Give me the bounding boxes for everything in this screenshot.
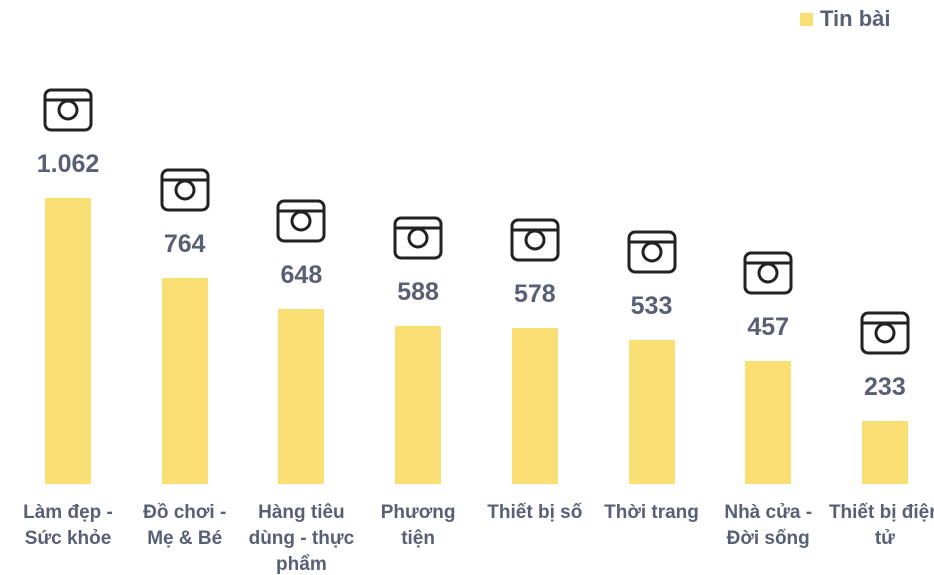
category-icon xyxy=(627,230,676,274)
x-tick-label: Hàng tiêu dùng - thực phẩm xyxy=(248,502,355,575)
category-icon xyxy=(393,216,443,260)
category-icon xyxy=(160,168,210,212)
legend-swatch xyxy=(800,12,813,26)
value-label: 457 xyxy=(747,312,790,341)
bar xyxy=(861,421,908,484)
bar xyxy=(745,360,792,484)
value-label: 648 xyxy=(280,261,323,290)
x-tick-label: Đồ chơi - Mẹ & Bé xyxy=(143,502,227,549)
value-label: 588 xyxy=(397,277,439,306)
x-tick-label: Nhà cửa - Đời sống xyxy=(724,502,813,549)
legend: Tin bài xyxy=(800,6,891,32)
value-label: 578 xyxy=(513,280,556,309)
x-tick-label: Phương tiện xyxy=(380,502,456,549)
bar xyxy=(628,340,675,484)
bar xyxy=(278,309,325,484)
category-icon xyxy=(860,311,910,355)
legend-label: Tin bài xyxy=(820,6,891,31)
x-tick-label: Thiết bị số xyxy=(487,502,583,523)
category-icon xyxy=(43,88,93,132)
x-tick-label: Thời trang xyxy=(604,502,699,523)
bar xyxy=(161,278,208,484)
x-tick-label: Làm đẹp - Sức khỏe xyxy=(23,502,113,549)
bar xyxy=(45,198,91,484)
category-icon xyxy=(743,251,793,295)
value-label: 233 xyxy=(864,373,906,402)
category-icon xyxy=(276,199,326,243)
value-label: 764 xyxy=(163,230,206,259)
bar xyxy=(395,325,442,484)
x-tick-label: Thiết bị điện tử xyxy=(828,502,934,549)
value-label: 1.062 xyxy=(36,150,100,178)
bar xyxy=(511,328,558,484)
value-label: 533 xyxy=(630,292,673,321)
category-icon xyxy=(510,218,560,262)
